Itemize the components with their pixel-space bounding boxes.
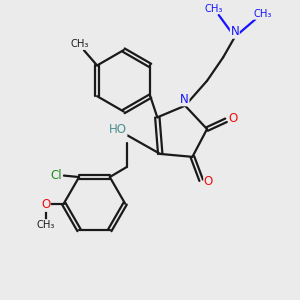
Text: Cl: Cl [50, 169, 62, 182]
Text: O: O [41, 198, 50, 211]
Text: N: N [230, 25, 239, 38]
Text: CH₃: CH₃ [204, 4, 223, 14]
Text: N: N [180, 93, 189, 106]
Text: CH₃: CH₃ [36, 220, 55, 230]
Text: O: O [204, 175, 213, 188]
Text: O: O [229, 112, 238, 125]
Text: CH₃: CH₃ [254, 9, 272, 19]
Text: CH₃: CH₃ [70, 39, 89, 50]
Text: HO: HO [109, 123, 127, 136]
